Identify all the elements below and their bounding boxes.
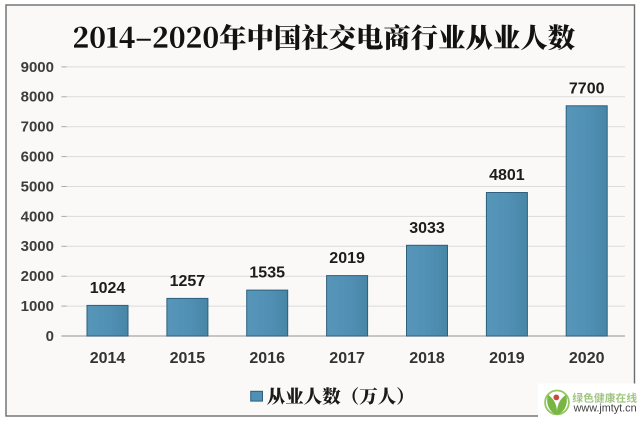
- svg-text:4000: 4000: [21, 208, 54, 225]
- svg-text:2019: 2019: [489, 350, 525, 367]
- svg-text:2015: 2015: [170, 350, 206, 367]
- svg-text:4801: 4801: [489, 167, 525, 184]
- svg-text:2000: 2000: [21, 268, 54, 285]
- svg-text:9000: 9000: [21, 59, 54, 76]
- svg-text:1000: 1000: [21, 298, 54, 315]
- svg-text:1257: 1257: [170, 273, 206, 290]
- svg-text:2020: 2020: [569, 350, 605, 367]
- svg-text:2014: 2014: [90, 350, 126, 367]
- svg-text:6000: 6000: [21, 149, 54, 166]
- svg-text:www.jmtyt.cn: www.jmtyt.cn: [573, 403, 637, 415]
- svg-text:0: 0: [46, 328, 54, 345]
- svg-text:7700: 7700: [569, 80, 605, 97]
- svg-text:2016: 2016: [249, 350, 285, 367]
- svg-text:3033: 3033: [409, 220, 445, 237]
- svg-text:2017: 2017: [329, 350, 365, 367]
- svg-text:5000: 5000: [21, 178, 54, 195]
- svg-text:8000: 8000: [21, 89, 54, 106]
- svg-text:2018: 2018: [409, 350, 445, 367]
- svg-text:2019: 2019: [329, 250, 365, 267]
- svg-text:1024: 1024: [90, 280, 126, 297]
- svg-text:3000: 3000: [21, 238, 54, 255]
- svg-text:1535: 1535: [249, 265, 285, 282]
- svg-text:7000: 7000: [21, 119, 54, 136]
